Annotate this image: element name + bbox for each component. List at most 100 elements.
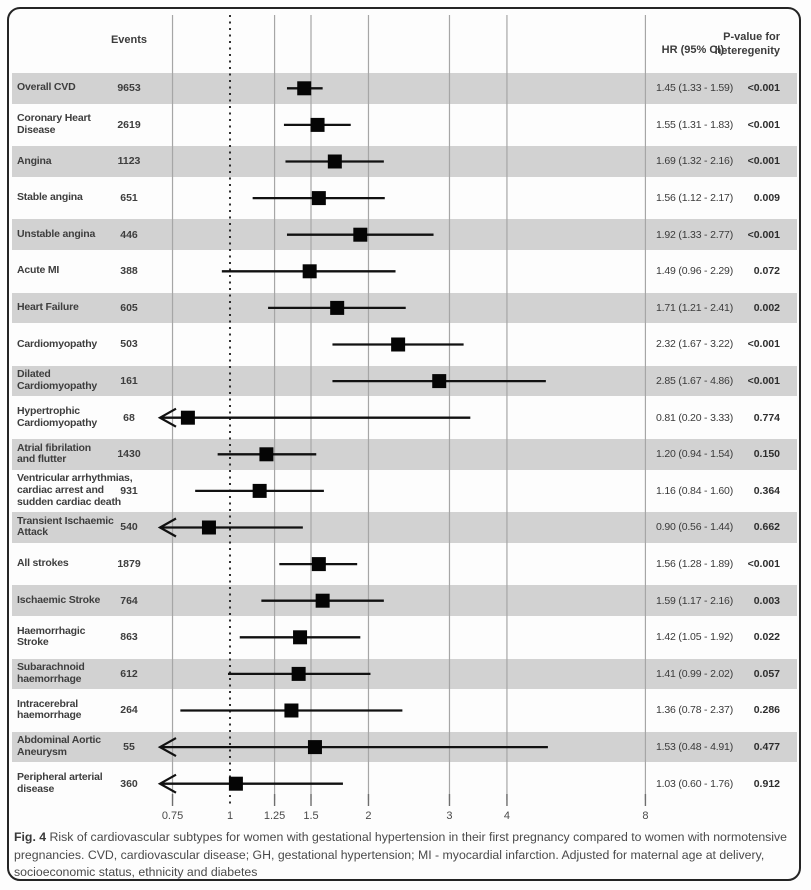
row-condition-label-line: disease: [17, 782, 55, 795]
row-condition-label: Overall CVD: [17, 70, 143, 107]
row-events-count: 360: [120, 777, 138, 790]
row-condition-label-line: Overall CVD: [17, 81, 76, 94]
row-condition-label-line: Disease: [17, 123, 56, 136]
row-hr-ci-value: 1.71 (1.21 - 2.41): [656, 301, 733, 314]
row-events-count: 446: [120, 228, 138, 241]
pvalue-header-line2: heteregenity: [714, 44, 780, 57]
row-hr-ci-value: 0.81 (0.20 - 3.33): [656, 411, 733, 424]
row-condition-label-line: Peripheral arterial: [17, 770, 103, 783]
row-events-count: 161: [120, 375, 138, 388]
row-events-count: 55: [123, 741, 135, 754]
row-events-count: 651: [120, 192, 138, 205]
row-pvalue: 0.477: [753, 741, 780, 754]
row-hr-ci-value: 1.36 (0.78 - 2.37): [656, 704, 733, 717]
row-condition-label-line: Haemorrhagic: [17, 624, 86, 637]
row-condition-label-line: Intracerebral: [17, 697, 79, 710]
row-hr-ci-value: 1.16 (0.84 - 1.60): [656, 484, 733, 497]
row-hr-ci-value: 2.85 (1.67 - 4.86): [656, 375, 733, 388]
row-pvalue: 0.072: [753, 265, 780, 278]
events-column-header: Events: [110, 34, 148, 46]
row-condition-label-line: Transient Ischaemic: [17, 514, 114, 527]
row-events-count: 264: [120, 704, 138, 717]
pvalue-header-line1: P-value for: [723, 31, 780, 43]
row-hr-ci-value: 1.41 (0.99 - 2.02): [656, 667, 733, 680]
row-pvalue: <0.001: [747, 228, 780, 241]
row-condition-label-line: Heart Failure: [17, 300, 79, 313]
figure-caption-label: Fig. 4: [14, 830, 47, 844]
pvalue-column-header: P-value for heteregenity: [700, 31, 780, 58]
row-condition-label-line: Attack: [17, 526, 48, 539]
row-condition-label-line: Acute MI: [17, 264, 60, 277]
row-condition-label: Dilated Cardiomyopathy: [17, 363, 143, 400]
row-condition-label: Intracerebral haemorrhage: [17, 692, 143, 729]
row-condition-label-line: Cardiomyopathy: [17, 416, 98, 429]
row-condition-label-line: All strokes: [17, 557, 69, 570]
row-events-count: 1123: [117, 155, 141, 168]
row-band: [12, 73, 797, 104]
row-hr-ci-value: 1.03 (0.60 - 1.76): [656, 777, 733, 790]
row-pvalue: 0.774: [753, 411, 780, 424]
row-condition-label-line: Cardiomyopathy: [17, 337, 98, 350]
row-condition-label-line: Ischaemic Stroke: [17, 593, 101, 606]
figure-caption: Fig. 4 Risk of cardiovascular subtypes f…: [14, 829, 796, 882]
row-condition-label-line: Dilated: [17, 368, 51, 381]
row-condition-label: Stable angina: [17, 180, 143, 217]
row-condition-label: Subarachnoid haemorrhage: [17, 656, 143, 693]
row-condition-label: Cardiomyopathy: [17, 326, 143, 363]
row-events-count: 1430: [117, 448, 141, 461]
row-condition-label: Abdominal Aortic Aneurysm: [17, 729, 143, 766]
row-hr-ci-value: 0.90 (0.56 - 1.44): [656, 521, 733, 534]
row-pvalue: 0.286: [753, 704, 780, 717]
row-condition-label: All strokes: [17, 546, 143, 583]
row-hr-ci-value: 1.42 (1.05 - 1.92): [656, 631, 733, 644]
row-condition-label-line: Stable angina: [17, 191, 83, 204]
row-events-count: 503: [120, 338, 138, 351]
row-events-count: 68: [123, 411, 135, 424]
row-hr-ci-value: 2.32 (1.67 - 3.22): [656, 338, 733, 351]
row-condition-label: Hypertrophic Cardiomyopathy: [17, 399, 143, 436]
row-pvalue: 0.150: [753, 448, 780, 461]
row-pvalue: <0.001: [747, 338, 780, 351]
row-condition-label-line: cardiac arrest and: [17, 483, 104, 496]
row-condition-label: Atrial fibrilation and flutter: [17, 436, 143, 473]
row-pvalue: <0.001: [747, 558, 780, 571]
row-pvalue: 0.022: [753, 631, 780, 644]
row-band: [12, 439, 797, 470]
row-pvalue: 0.364: [753, 484, 780, 497]
row-pvalue: <0.001: [747, 118, 780, 131]
row-events-count: 612: [120, 667, 138, 680]
row-condition-label-line: Cardiomyopathy: [17, 380, 98, 393]
row-hr-ci-value: 1.20 (0.94 - 1.54): [656, 448, 733, 461]
row-condition-label: Peripheral arterial disease: [17, 765, 143, 802]
row-hr-ci-value: 1.69 (1.32 - 2.16): [656, 155, 733, 168]
row-pvalue: <0.001: [747, 82, 780, 95]
row-condition-label-line: sudden cardiac death: [17, 495, 121, 508]
row-pvalue: 0.009: [753, 192, 780, 205]
row-band: [12, 585, 797, 616]
row-condition-label-line: Subarachnoid: [17, 661, 85, 674]
row-condition-label-line: Atrial fibrilation: [17, 441, 91, 454]
row-pvalue: 0.912: [753, 777, 780, 790]
row-condition-label: Transient Ischaemic Attack: [17, 509, 143, 546]
row-condition-label-line: and flutter: [17, 453, 67, 466]
row-condition-label-line: Stroke: [17, 636, 49, 649]
row-hr-ci-value: 1.56 (1.28 - 1.89): [656, 558, 733, 571]
row-events-count: 388: [120, 265, 138, 278]
row-pvalue: <0.001: [747, 375, 780, 388]
row-condition-label-line: haemorrhage: [17, 672, 82, 685]
row-pvalue: 0.003: [753, 594, 780, 607]
row-condition-label: Coronary Heart Disease: [17, 107, 143, 144]
row-hr-ci-value: 1.92 (1.33 - 2.77): [656, 228, 733, 241]
row-condition-label-line: Angina: [17, 154, 52, 167]
row-hr-ci-value: 1.55 (1.31 - 1.83): [656, 118, 733, 131]
hr-column-header: HR (95% CI): [661, 44, 724, 56]
row-pvalue: 0.002: [753, 301, 780, 314]
row-condition-label-line: Hypertrophic: [17, 404, 80, 417]
row-events-count: 540: [120, 521, 138, 534]
row-events-count: 1879: [117, 558, 141, 571]
row-condition-label: Ventricular arrhythmias, cardiac arrest a…: [17, 472, 143, 510]
row-condition-label: Unstable angina: [17, 216, 143, 253]
row-events-count: 2619: [117, 118, 141, 131]
